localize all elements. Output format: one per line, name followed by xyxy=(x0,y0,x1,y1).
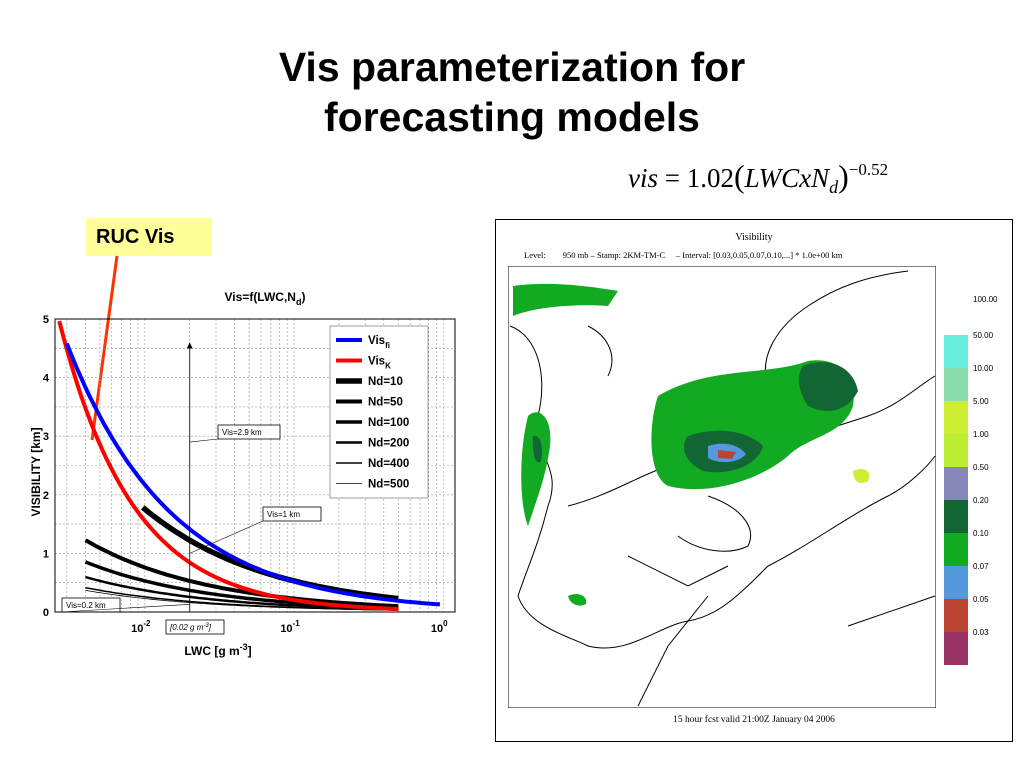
map-legend-top-label: 100.00 xyxy=(973,295,998,304)
map-legend-label: 10.00 xyxy=(973,364,994,373)
map-legend-label: 50.00 xyxy=(973,331,994,340)
series-line-vis-k xyxy=(57,320,399,612)
map-legend-swatch xyxy=(944,401,968,434)
map-legend-swatch xyxy=(944,533,968,566)
chart-ticks: 0 1 2 3 4 5 10-2 10-1 100 xyxy=(43,314,448,635)
y-tick-label: 2 xyxy=(43,490,49,502)
chart-title: Vis=f(LWC,Nd) xyxy=(225,290,306,307)
legend-label: VisK xyxy=(368,356,391,371)
x-axis-label: LWC [g m-3] xyxy=(184,642,251,658)
map-legend-swatch xyxy=(944,335,968,368)
annotation-leader xyxy=(189,520,264,554)
annotation-leader xyxy=(61,603,190,613)
y-tick-label: 3 xyxy=(43,431,49,443)
series-line-nd-400 xyxy=(85,586,399,611)
map-footer: 15 hour fcst valid 21:00Z January 04 200… xyxy=(673,715,835,725)
x-tick-label: 10-1 xyxy=(280,619,300,635)
map-legend-swatch xyxy=(944,599,968,632)
annotation-box xyxy=(165,619,225,635)
visibility-chart: Vis=f(LWC,Nd) 0 1 2 3 4 5 10-2 10-1 100 Vis=2.9 … xyxy=(18,282,458,662)
map-legend-label: 0.07 xyxy=(973,562,989,571)
plot-frame xyxy=(54,318,456,613)
map-legend-swatch xyxy=(944,566,968,599)
map-level-line: Level: 950 mb – Stamp: 2KM-TM-C – Interv… xyxy=(524,250,843,260)
lwc-marker-arrowhead xyxy=(186,342,193,349)
legend-label: Nd=200 xyxy=(368,438,409,450)
annotation-leader xyxy=(189,438,219,443)
chart-svg: Vis=f(LWC,Nd) 0 1 2 3 4 5 10-2 10-1 100 Vis=2.9 … xyxy=(29,290,456,658)
map-legend-swatch xyxy=(944,500,968,533)
legend-label: Visfi xyxy=(368,335,390,350)
map-legend-swatch xyxy=(944,467,968,500)
formula-lhs: vis xyxy=(628,163,658,193)
formula-body: LWCxN xyxy=(744,163,830,193)
annotation-label: Vis=0.2 km xyxy=(66,601,106,610)
formula-close-paren: ) xyxy=(838,158,849,194)
series-line-nd-50 xyxy=(84,538,399,609)
y-tick-label: 1 xyxy=(43,548,49,560)
visibility-formula: vis = 1.02(LWCxNd)−0.52 xyxy=(628,158,888,198)
legend-box xyxy=(329,325,429,499)
visibility-map-panel: Visibility Level: 950 mb – Stamp: 2KM-TM… xyxy=(495,219,1013,742)
map-frame xyxy=(508,266,936,708)
legend-label: Nd=500 xyxy=(368,479,409,491)
chart-legend: Visfi VisK Nd=10 Nd=50 Nd=100 Nd=200 Nd=400 Nd=… xyxy=(329,325,429,499)
y-tick-label: 0 xyxy=(43,607,49,619)
annotation-box xyxy=(262,506,322,522)
x-tick-label: 10-2 xyxy=(131,619,151,635)
annotation-box xyxy=(217,424,281,440)
x-tick-label: 100 xyxy=(431,619,448,635)
ruc-vis-callout: RUC Vis xyxy=(86,218,212,256)
slide-title: Vis parameterization for forecasting mod… xyxy=(0,42,1024,142)
map-legend-label: 1.00 xyxy=(973,430,989,439)
map-legend-swatch xyxy=(944,434,968,467)
title-line-1: Vis parameterization for xyxy=(278,44,746,90)
legend-label: Nd=50 xyxy=(368,397,403,409)
legend-label: Nd=400 xyxy=(368,458,409,470)
formula-eq: = 1.02 xyxy=(658,163,734,193)
y-tick-label: 5 xyxy=(43,314,49,326)
annotation-label: [0.02 g m-3] xyxy=(169,623,212,632)
title-line-2: forecasting models xyxy=(324,94,700,140)
legend-label: Nd=10 xyxy=(368,376,403,388)
y-axis-label: VISIBILITY [km] xyxy=(29,427,43,516)
formula-subscript: d xyxy=(829,177,839,197)
map-title: Visibility xyxy=(735,232,773,243)
map-legend-label: 0.03 xyxy=(973,628,989,637)
chart-lines xyxy=(57,320,441,612)
map-legend-label: 0.50 xyxy=(973,463,989,472)
y-tick-label: 4 xyxy=(43,373,50,385)
map-visibility-fields xyxy=(513,283,870,606)
map-legend-label: 0.20 xyxy=(973,496,989,505)
map-legend-label: 0.05 xyxy=(973,595,989,604)
map-legend-label: 0.10 xyxy=(973,529,989,538)
map-plot xyxy=(508,266,936,708)
legend-label: Nd=100 xyxy=(368,417,409,429)
chart-annotations: Vis=2.9 km Vis=1 km Vis=0.2 km [0.02 g m-3] xyxy=(61,342,322,635)
formula-exponent: −0.52 xyxy=(848,160,889,179)
formula-open-paren: ( xyxy=(733,158,745,194)
map-legend-swatch xyxy=(944,632,968,665)
map-legend-swatch xyxy=(944,368,968,401)
annotation-label: Vis=1 km xyxy=(267,510,300,519)
map-legend-label: 5.00 xyxy=(973,397,989,406)
series-line-vis-fi xyxy=(64,342,441,607)
annotation-label: Vis=2.9 km xyxy=(222,428,262,437)
